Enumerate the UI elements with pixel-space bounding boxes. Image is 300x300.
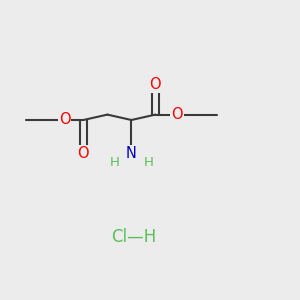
Text: Cl—H: Cl—H <box>111 228 156 246</box>
Text: O: O <box>171 107 183 122</box>
Text: O: O <box>150 77 161 92</box>
Text: H: H <box>144 156 154 169</box>
Text: O: O <box>78 146 89 161</box>
Text: O: O <box>59 112 70 128</box>
Text: H: H <box>110 156 120 169</box>
Text: N: N <box>126 146 137 161</box>
